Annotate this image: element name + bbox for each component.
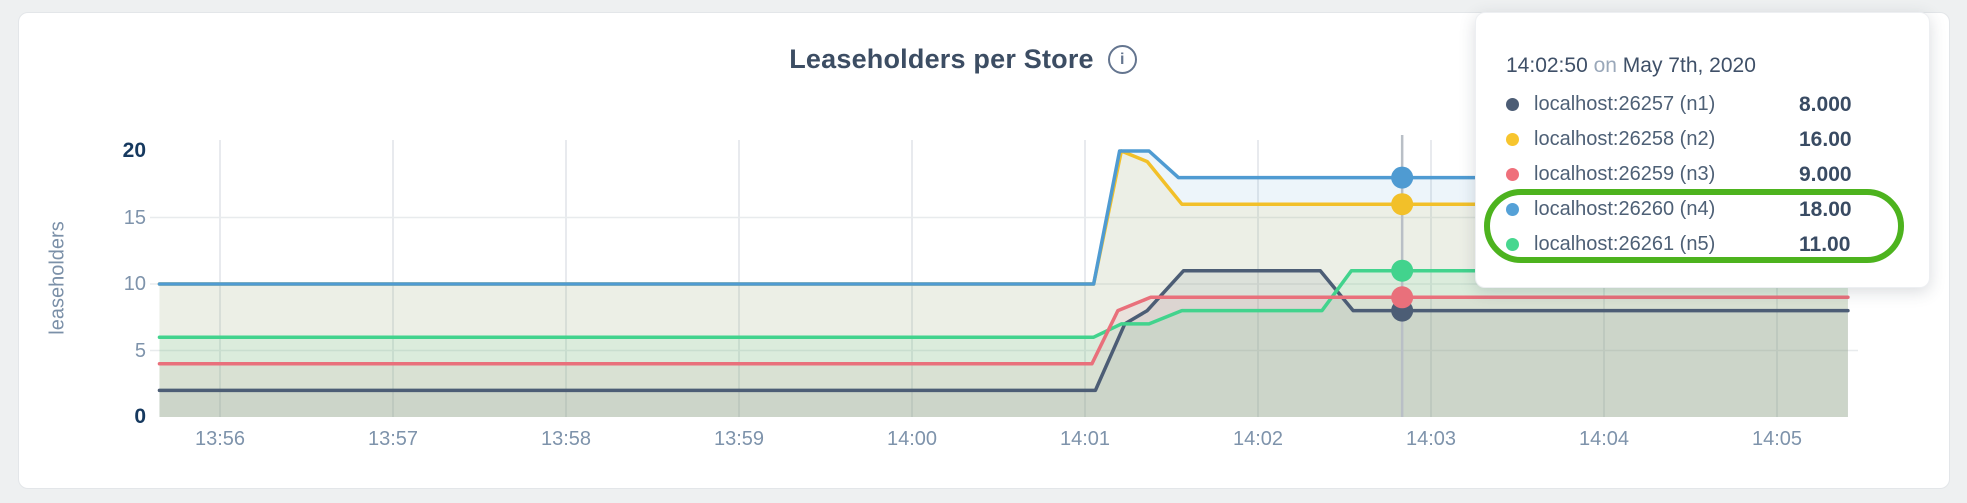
tooltip-row: localhost:26259 (n3) 9.000 <box>1506 157 1903 192</box>
series-line <box>157 268 1850 339</box>
tooltip-on-word: on <box>1593 54 1617 77</box>
x-tick-label: 14:02 <box>1232 428 1284 450</box>
series-color-dot <box>1506 133 1519 146</box>
series-line <box>157 268 1850 393</box>
tooltip-time: 14:02:50 <box>1506 54 1588 77</box>
series-color-dot <box>1506 168 1519 181</box>
series-value: 18.00 <box>1799 197 1852 221</box>
hover-tooltip: 14:02:50 on May 7th, 2020 localhost:2625… <box>1475 12 1930 288</box>
series-value: 9.000 <box>1799 162 1852 186</box>
series-area <box>159 270 1848 417</box>
series-label: localhost:26257 (n1) <box>1534 93 1716 115</box>
y-tick-label: 15 <box>123 206 146 229</box>
series-color-dot <box>1506 98 1519 111</box>
y-tick-label: 20 <box>122 139 146 162</box>
x-tick-label: 13:56 <box>194 428 246 450</box>
x-tick-label: 13:57 <box>367 428 419 450</box>
chart-title: Leaseholders per Store <box>789 44 1094 74</box>
series-line <box>157 149 1850 286</box>
annotation-circle <box>1484 189 1904 263</box>
series-area <box>159 297 1848 417</box>
series-value: 8.000 <box>1799 92 1852 116</box>
series-label: localhost:26261 (n5) <box>1534 233 1716 255</box>
series-value: 11.00 <box>1799 232 1851 256</box>
x-tick-label: 14:04 <box>1578 428 1630 450</box>
y-tick-label: 10 <box>123 273 146 295</box>
series-label: localhost:26259 (n3) <box>1534 163 1716 185</box>
y-tick-label: 5 <box>134 339 146 362</box>
x-tick-label: 14:01 <box>1059 428 1111 450</box>
series-label: localhost:26258 (n2) <box>1534 128 1716 150</box>
x-tick-label: 14:00 <box>886 428 938 450</box>
x-tick-label: 13:58 <box>540 428 592 450</box>
hover-marker <box>1391 166 1414 189</box>
series-label: localhost:26260 (n4) <box>1534 198 1716 220</box>
tooltip-row: localhost:26257 (n1) 8.000 <box>1506 87 1903 122</box>
series-value: 16.00 <box>1799 127 1852 151</box>
tooltip-legend: localhost:26257 (n1) 8.000 localhost:26258… <box>1506 87 1903 262</box>
series-line <box>157 295 1850 366</box>
info-icon[interactable]: i <box>1107 45 1137 74</box>
tooltip-row: localhost:26258 (n2) 16.00 <box>1506 122 1903 157</box>
chart-header: Leaseholders per Store i <box>0 44 1926 75</box>
hover-marker <box>1391 259 1414 282</box>
x-tick-label: 14:03 <box>1405 428 1457 450</box>
y-tick-label: 0 <box>134 405 146 428</box>
tooltip-date: May 7th, 2020 <box>1622 54 1756 77</box>
hover-marker <box>1391 286 1414 309</box>
hover-marker <box>1391 193 1414 216</box>
tooltip-row: localhost:26260 (n4) 18.00 <box>1506 192 1903 227</box>
x-tick-label: 13:59 <box>713 428 765 450</box>
x-tick-label: 14:05 <box>1751 428 1803 450</box>
series-area <box>159 270 1848 417</box>
tooltip-timestamp: 14:02:50 on May 7th, 2020 <box>1506 53 1903 79</box>
